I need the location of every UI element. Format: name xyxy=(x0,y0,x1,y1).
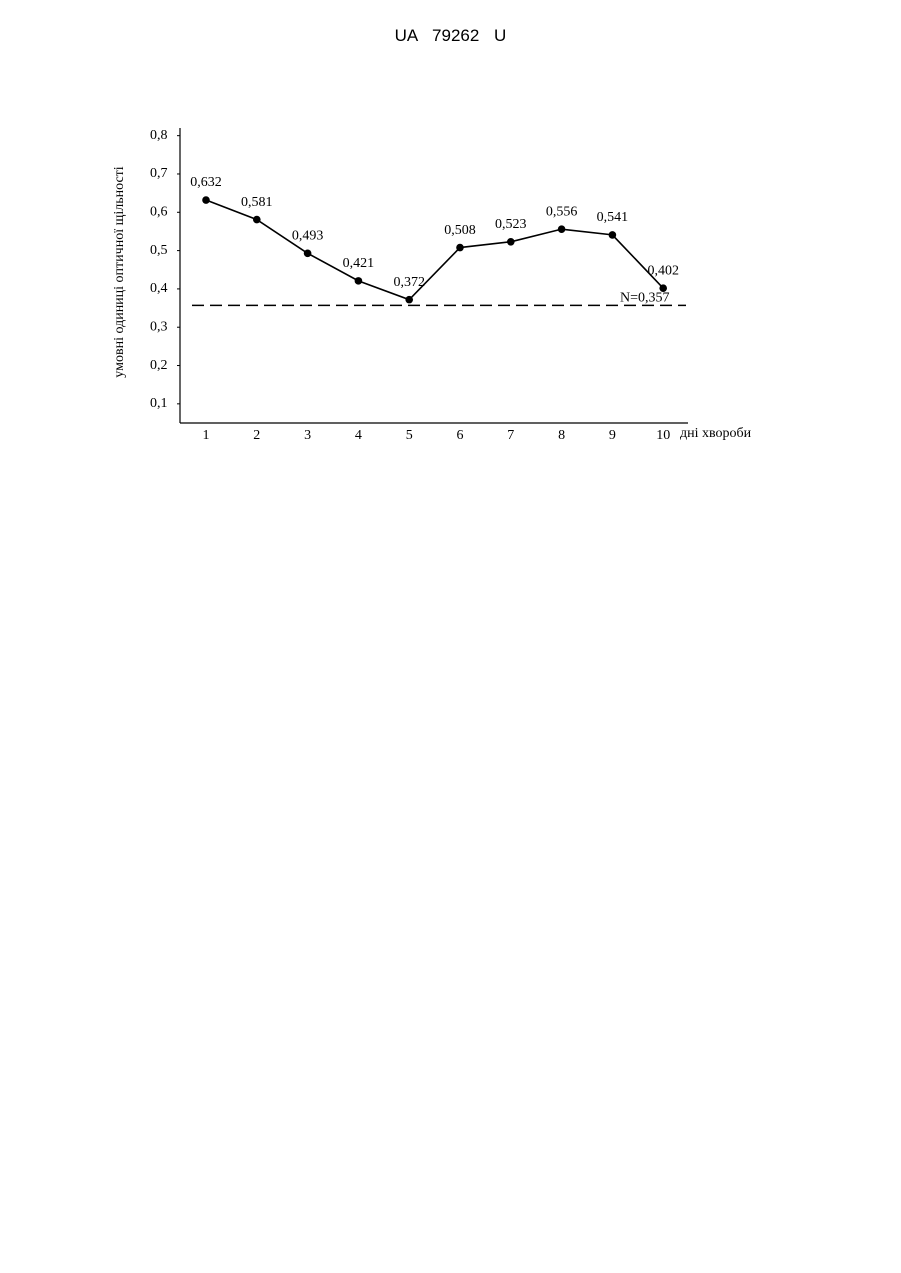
y-tick-label: 0,5 xyxy=(150,243,168,258)
y-tick-label: 0,4 xyxy=(150,281,168,296)
data-point xyxy=(659,284,667,292)
data-point xyxy=(253,216,261,224)
page: UA 79262 U умовні одиниці оптичної щільн… xyxy=(0,0,901,1273)
data-label: 0,493 xyxy=(292,228,324,243)
data-label: 0,508 xyxy=(444,223,476,238)
data-label: 0,541 xyxy=(597,210,629,225)
data-point xyxy=(405,296,413,304)
x-tick-label: 6 xyxy=(457,428,464,443)
y-tick-label: 0,3 xyxy=(150,319,168,334)
data-label: 0,581 xyxy=(241,195,273,210)
x-tick-label: 2 xyxy=(253,428,260,443)
x-tick-label: 7 xyxy=(507,428,514,443)
y-tick-label: 0,7 xyxy=(150,166,168,181)
data-point xyxy=(456,244,464,252)
data-point xyxy=(304,249,312,257)
data-point xyxy=(507,238,515,246)
y-tick-label: 0,1 xyxy=(150,396,168,411)
x-axis-label: дні хвороби xyxy=(680,426,752,441)
data-point xyxy=(609,231,617,239)
y-tick-label: 0,8 xyxy=(150,128,168,143)
data-label: 0,372 xyxy=(393,275,425,290)
x-tick-label: 1 xyxy=(203,428,210,443)
data-point xyxy=(558,225,566,233)
x-tick-label: 8 xyxy=(558,428,565,443)
x-tick-label: 5 xyxy=(406,428,413,443)
data-point xyxy=(355,277,363,285)
reference-label: N=0,357 xyxy=(620,291,670,306)
y-axis-label: умовні одиниці оптичної щільності xyxy=(112,166,127,377)
x-tick-label: 3 xyxy=(304,428,311,443)
data-label: 0,523 xyxy=(495,217,527,232)
data-label: 0,402 xyxy=(647,263,679,278)
x-tick-label: 10 xyxy=(656,428,670,443)
chart: умовні одиниці оптичної щільності дні хв… xyxy=(0,0,901,1273)
data-label: 0,632 xyxy=(190,175,222,190)
data-line xyxy=(206,200,663,300)
data-label: 0,556 xyxy=(546,204,578,219)
data-label: 0,421 xyxy=(343,256,375,271)
x-tick-label: 4 xyxy=(355,428,362,443)
x-tick-label: 9 xyxy=(609,428,616,443)
y-tick-label: 0,6 xyxy=(150,205,168,220)
data-point xyxy=(202,196,210,204)
y-tick-label: 0,2 xyxy=(150,358,168,373)
